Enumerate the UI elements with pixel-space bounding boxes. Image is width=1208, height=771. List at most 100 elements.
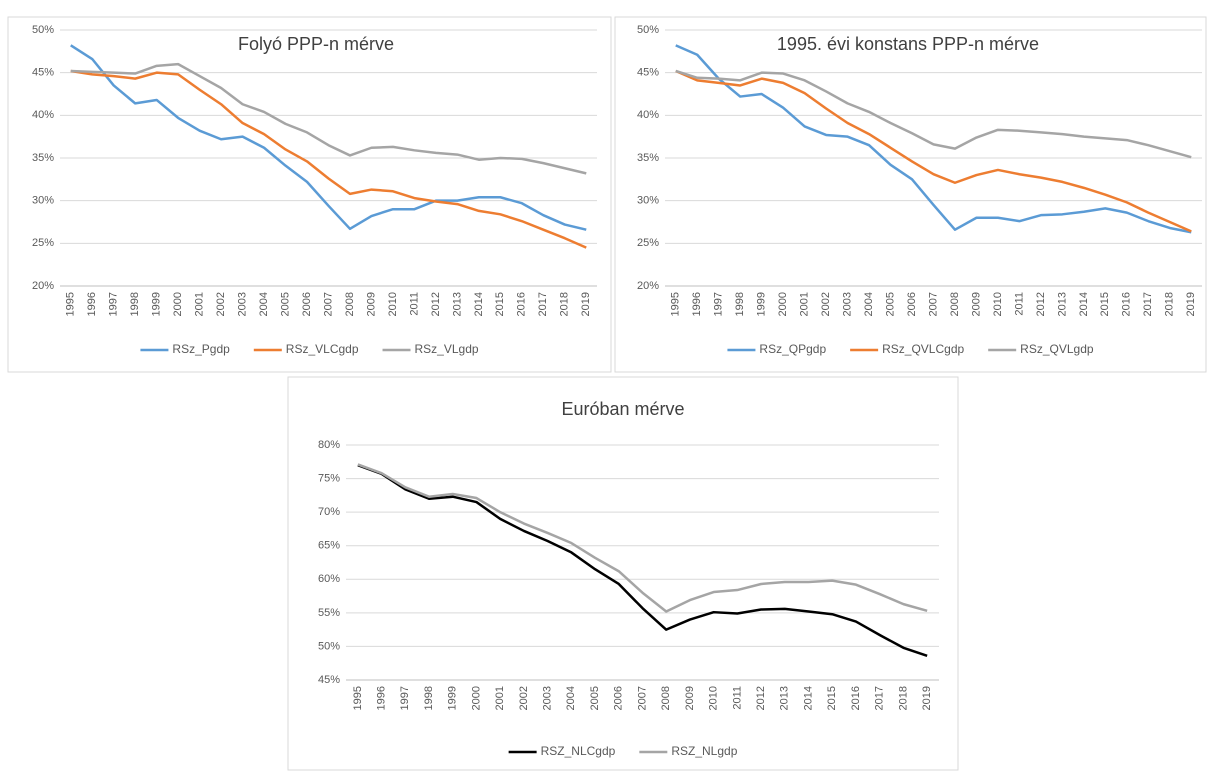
x-tick-label: 2017 xyxy=(537,292,549,316)
chart-title: 1995. évi konstans PPP-n mérve xyxy=(777,34,1039,54)
x-tick-label: 2010 xyxy=(387,292,399,316)
y-tick-label: 20% xyxy=(637,280,659,292)
x-tick-label: 2012 xyxy=(1035,292,1047,316)
x-tick-label: 2019 xyxy=(580,292,592,316)
legend-label: RSz_VLgdp xyxy=(415,342,479,356)
x-tick-label: 2002 xyxy=(518,686,530,710)
y-tick-label: 40% xyxy=(637,109,659,121)
legend-label: RSz_Pgdp xyxy=(172,342,230,356)
x-tick-label: 2013 xyxy=(1056,292,1068,316)
chart-title: Euróban mérve xyxy=(561,399,684,419)
x-tick-label: 2011 xyxy=(731,686,743,710)
x-tick-label: 2013 xyxy=(451,292,463,316)
x-tick-label: 2019 xyxy=(1185,292,1197,316)
legend-label: RSZ_NLCgdp xyxy=(541,744,616,758)
x-tick-label: 2005 xyxy=(589,686,601,710)
x-tick-label: 2012 xyxy=(755,686,767,710)
series-line xyxy=(70,69,587,249)
y-tick-label: 75% xyxy=(318,472,340,484)
x-tick-label: 1995 xyxy=(65,292,77,316)
series-line xyxy=(675,69,1192,159)
x-tick-label: 2018 xyxy=(559,292,571,316)
series-line xyxy=(70,44,587,231)
y-tick-label: 35% xyxy=(32,152,54,164)
legend-label: RSz_VLCgdp xyxy=(286,342,359,356)
x-tick-label: 2003 xyxy=(542,686,554,710)
x-tick-label: 2007 xyxy=(927,292,939,316)
x-tick-label: 2014 xyxy=(802,686,814,710)
x-tick-label: 2000 xyxy=(777,292,789,316)
x-tick-label: 2004 xyxy=(863,292,875,316)
x-tick-label: 2010 xyxy=(708,686,720,710)
x-tick-label: 2014 xyxy=(473,292,485,316)
chart: 20% 25% 30% 35% 40% 45% 50% 1995 1996 1997 1998 199… xyxy=(7,16,612,373)
x-tick-label: 2016 xyxy=(850,686,862,710)
x-tick-label: 2001 xyxy=(799,292,811,316)
x-tick-label: 2016 xyxy=(516,292,528,316)
x-tick-label: 2006 xyxy=(906,292,918,316)
legend-label: RSz_QVLgdp xyxy=(1020,342,1094,356)
y-tick-label: 50% xyxy=(318,640,340,652)
series-line xyxy=(357,463,928,613)
series-line xyxy=(675,44,1192,234)
x-tick-label: 2010 xyxy=(992,292,1004,316)
legend-label: RSZ_NLgdp xyxy=(671,744,737,758)
x-tick-label: 1995 xyxy=(352,686,364,710)
x-tick-label: 1997 xyxy=(713,292,725,316)
x-tick-label: 2019 xyxy=(921,686,933,710)
chart-frame xyxy=(614,16,1207,373)
x-tick-label: 2018 xyxy=(1164,292,1176,316)
x-tick-label: 1998 xyxy=(423,686,435,710)
legend-label: RSz_QVLCgdp xyxy=(882,342,964,356)
x-tick-label: 2018 xyxy=(897,686,909,710)
x-tick-label: 2005 xyxy=(279,292,291,316)
x-tick-label: 2016 xyxy=(1121,292,1133,316)
x-tick-label: 2000 xyxy=(470,686,482,710)
x-tick-label: 1996 xyxy=(691,292,703,316)
y-tick-label: 55% xyxy=(318,607,340,619)
x-tick-label: 1999 xyxy=(756,292,768,316)
x-tick-label: 1997 xyxy=(108,292,120,316)
y-tick-label: 50% xyxy=(32,24,54,36)
y-tick-label: 40% xyxy=(32,109,54,121)
y-tick-label: 50% xyxy=(637,24,659,36)
x-tick-label: 2017 xyxy=(874,686,886,710)
x-tick-label: 2008 xyxy=(344,292,356,316)
y-tick-label: 45% xyxy=(318,674,340,686)
y-tick-label: 25% xyxy=(32,237,54,249)
x-tick-label: 1995 xyxy=(670,292,682,316)
x-tick-label: 2002 xyxy=(215,292,227,316)
x-tick-label: 1998 xyxy=(129,292,141,316)
x-tick-label: 2005 xyxy=(884,292,896,316)
x-tick-label: 2009 xyxy=(970,292,982,316)
y-tick-label: 80% xyxy=(318,439,340,451)
x-tick-label: 2003 xyxy=(841,292,853,316)
x-tick-label: 1999 xyxy=(447,686,459,710)
series-line xyxy=(675,69,1192,233)
y-tick-label: 70% xyxy=(318,506,340,518)
x-tick-label: 2015 xyxy=(826,686,838,710)
x-tick-label: 1996 xyxy=(86,292,98,316)
x-tick-label: 2001 xyxy=(494,686,506,710)
x-tick-label: 2012 xyxy=(430,292,442,316)
series-line xyxy=(70,62,587,175)
x-tick-label: 2006 xyxy=(301,292,313,316)
chart-title: Folyó PPP-n mérve xyxy=(238,34,394,54)
legend: RSZ_NLCgdp RSZ_NLgdp xyxy=(508,744,738,758)
y-tick-label: 25% xyxy=(637,237,659,249)
x-tick-label: 2013 xyxy=(779,686,791,710)
x-tick-label: 2009 xyxy=(365,292,377,316)
y-tick-label: 45% xyxy=(637,67,659,79)
y-tick-label: 30% xyxy=(32,195,54,207)
x-tick-label: 2004 xyxy=(258,292,270,316)
x-tick-label: 2014 xyxy=(1078,292,1090,316)
x-tick-label: 2006 xyxy=(613,686,625,710)
chart-frame xyxy=(7,16,612,373)
x-tick-label: 1996 xyxy=(375,686,387,710)
x-tick-label: 2007 xyxy=(636,686,648,710)
x-tick-label: 2009 xyxy=(684,686,696,710)
x-tick-label: 2008 xyxy=(660,686,672,710)
legend-label: RSz_QPgdp xyxy=(759,342,826,356)
y-tick-label: 30% xyxy=(637,195,659,207)
